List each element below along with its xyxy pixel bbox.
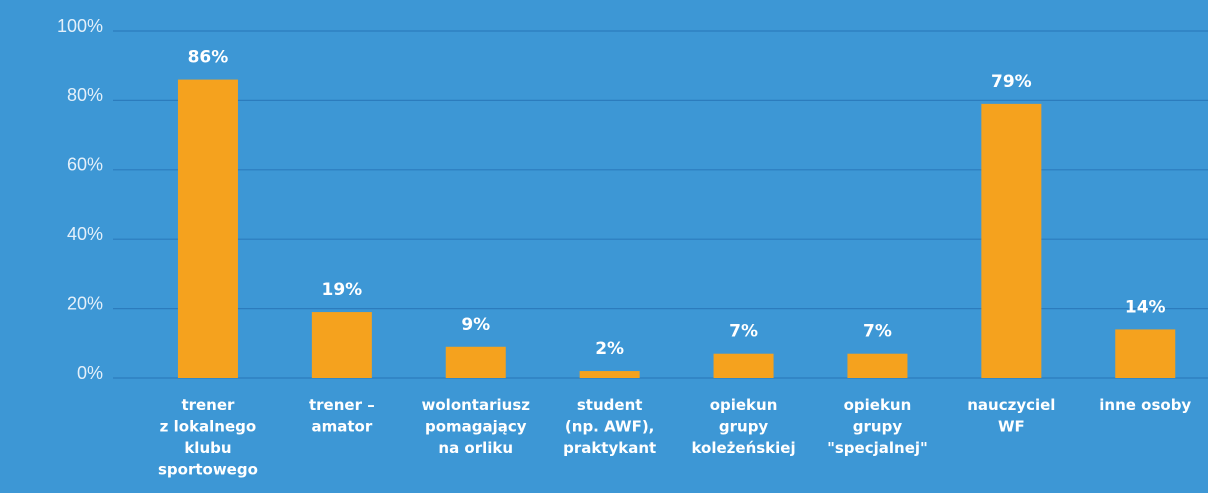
bar xyxy=(713,353,774,378)
x-tick-label-line: (np. AWF), xyxy=(565,417,654,435)
bar xyxy=(311,312,372,378)
x-tick-label-line: grupy xyxy=(719,417,769,435)
y-tick-label: 20% xyxy=(67,293,103,313)
x-tick-label: trener z lokalnego klubu sportowego xyxy=(158,396,258,479)
y-tick-label: 100% xyxy=(57,16,103,36)
x-tick-label-line: trener xyxy=(181,396,235,414)
x-tick-label-line: pomagający xyxy=(425,417,527,435)
x-tick-label: wolontariusz pomagający na orliku xyxy=(422,396,531,457)
x-tick-label-line: klubu xyxy=(184,439,231,457)
value-label: 86% xyxy=(188,48,229,68)
bar xyxy=(847,353,908,378)
x-tick-label-line: na orliku xyxy=(438,439,513,457)
bar xyxy=(445,346,506,378)
x-tick-label-line: wolontariusz xyxy=(422,396,531,414)
x-tick-label-line: z lokalnego xyxy=(160,417,257,435)
bar xyxy=(177,79,238,378)
x-tick-label-line: praktykant xyxy=(563,439,656,457)
value-label: 7% xyxy=(863,322,892,342)
x-tick-label: opiekun grupy "specjalnej" xyxy=(827,396,928,457)
y-tick-label: 0% xyxy=(77,363,103,383)
x-tick-label: student (np. AWF), praktykant xyxy=(563,396,656,457)
y-tick-label: 40% xyxy=(67,224,103,244)
x-tick-label-line: WF xyxy=(998,417,1025,435)
bar xyxy=(981,103,1042,379)
x-tick-label-line: "specjalnej" xyxy=(827,439,928,457)
value-label: 79% xyxy=(991,72,1032,92)
x-tick-label-line: sportowego xyxy=(158,460,258,478)
y-tick-label: 60% xyxy=(67,155,103,175)
x-tick-label-line: koleżeńskiej xyxy=(691,439,795,457)
x-tick-label: opiekun grupy koleżeńskiej xyxy=(691,396,795,457)
value-label: 19% xyxy=(321,280,362,300)
x-tick-label-line: trener – xyxy=(309,396,375,414)
x-tick-label-line: inne osoby xyxy=(1099,396,1191,414)
x-tick-label: trener – amator xyxy=(309,396,375,436)
x-tick-label-line: opiekun xyxy=(844,396,912,414)
y-tick-label: 80% xyxy=(67,85,103,105)
value-label: 9% xyxy=(461,315,490,335)
x-tick-label: nauczyciel WF xyxy=(967,396,1055,436)
x-tick-label-line: student xyxy=(577,396,643,414)
value-label: 2% xyxy=(595,339,624,359)
bar xyxy=(579,371,640,378)
value-label: 14% xyxy=(1125,297,1166,317)
x-tick-label: inne osoby xyxy=(1099,396,1191,414)
bar xyxy=(1115,329,1176,378)
x-tick-label-line: amator xyxy=(311,417,372,435)
x-tick-label-line: grupy xyxy=(853,417,903,435)
x-tick-label-line: opiekun xyxy=(710,396,778,414)
x-tick-label-line: nauczyciel xyxy=(967,396,1055,414)
value-label: 7% xyxy=(729,322,758,342)
